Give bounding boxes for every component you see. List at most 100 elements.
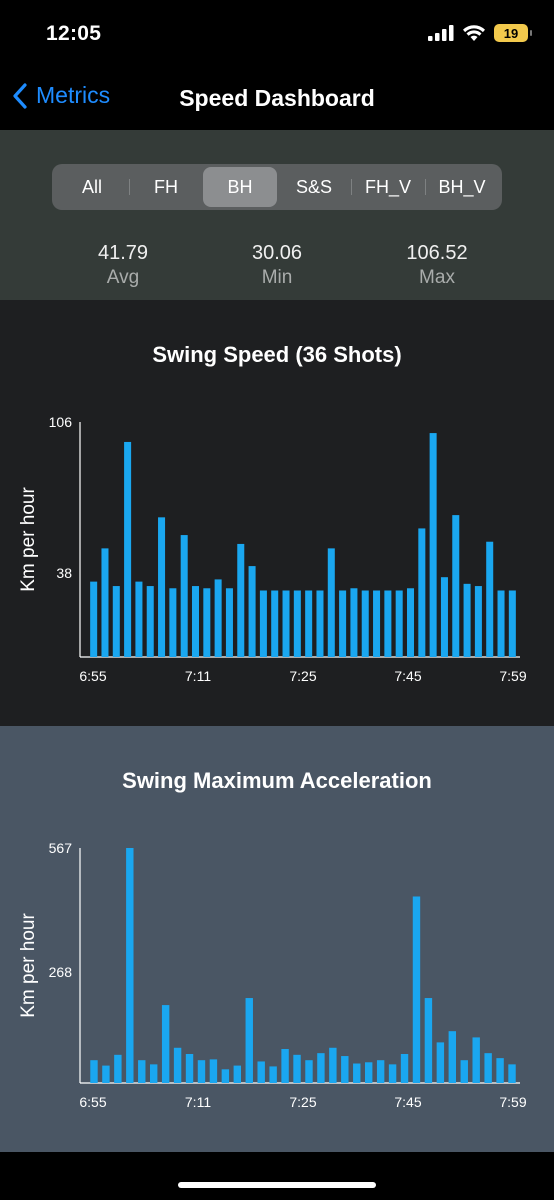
bar xyxy=(269,1066,277,1083)
status-bar: 12:05 19 xyxy=(0,0,554,70)
bar xyxy=(169,588,177,657)
filter-option-bh[interactable]: BH xyxy=(203,167,277,207)
bar xyxy=(259,590,267,657)
bar xyxy=(138,1060,146,1083)
x-tick-label: 7:59 xyxy=(499,668,526,684)
bar xyxy=(384,590,392,657)
bar xyxy=(90,1060,98,1083)
bar xyxy=(472,1037,480,1083)
bar xyxy=(460,1060,468,1083)
bar xyxy=(114,1054,122,1083)
bar xyxy=(448,1031,457,1083)
stat-avg: 41.79 Avg xyxy=(53,242,193,289)
stat-max: 106.52 Max xyxy=(367,242,507,289)
filter-option-fh[interactable]: FH xyxy=(129,167,203,207)
bar xyxy=(440,577,448,657)
filter-option-fh-v[interactable]: FH_V xyxy=(351,167,425,207)
bar xyxy=(373,590,381,657)
bar xyxy=(245,998,253,1083)
swing-acceleration-chart: Km per hour 567 268 6:55 7:11 7:25 7:45 7:59 xyxy=(18,840,527,1110)
bar xyxy=(146,586,154,657)
bar xyxy=(341,1056,349,1083)
bar xyxy=(124,441,132,657)
signal-icon xyxy=(428,25,454,41)
filter-option-bh-v[interactable]: BH_V xyxy=(425,167,499,207)
bar xyxy=(248,566,256,657)
stat-min: 30.06 Min xyxy=(207,242,347,289)
bar xyxy=(102,1065,110,1083)
bar xyxy=(101,548,109,657)
x-tick-label: 7:11 xyxy=(185,668,211,684)
bar xyxy=(180,535,188,657)
bar xyxy=(395,590,403,657)
bar xyxy=(293,590,301,657)
bar xyxy=(197,1060,206,1083)
bar xyxy=(316,590,324,657)
bar xyxy=(185,1053,194,1083)
stat-min-value: 30.06 xyxy=(251,242,303,264)
status-icons: 19 xyxy=(428,24,532,42)
bar xyxy=(158,517,166,657)
chart-title: Swing Speed (36 Shots) xyxy=(152,342,402,367)
bar xyxy=(305,590,313,657)
wifi-icon xyxy=(463,25,485,41)
bar xyxy=(388,1064,397,1083)
bar xyxy=(214,579,222,657)
bar xyxy=(281,1049,289,1083)
bar xyxy=(327,548,335,657)
battery-level: 19 xyxy=(503,25,519,41)
bar xyxy=(112,586,120,657)
bar xyxy=(474,586,482,657)
bar xyxy=(508,590,516,657)
bar xyxy=(429,433,437,657)
bar xyxy=(350,588,358,657)
bar xyxy=(353,1063,361,1083)
bar xyxy=(161,1005,170,1083)
stat-max-value: 106.52 xyxy=(406,242,468,264)
bar xyxy=(406,588,415,657)
battery-icon: 19 xyxy=(494,24,532,42)
stat-avg-value: 41.79 xyxy=(97,242,149,264)
bar xyxy=(496,1058,504,1083)
bar xyxy=(282,590,290,657)
bar xyxy=(126,848,134,1083)
bar xyxy=(233,1065,242,1083)
x-tick-label: 7:45 xyxy=(394,668,421,684)
bar xyxy=(203,588,211,657)
y-tick-label: 38 xyxy=(56,565,72,581)
bar xyxy=(339,590,347,657)
filter-option-all[interactable]: All xyxy=(81,176,102,197)
page-title: Speed Dashboard xyxy=(179,85,375,111)
stroke-filter-segmented-control: All FH BH S&S FH_V BH_V xyxy=(52,164,502,210)
bar xyxy=(173,1047,182,1083)
bar xyxy=(497,590,505,657)
bar xyxy=(486,541,494,657)
swing-speed-chart: Km per hour 106 38 6:55 7:11 7:25 7:45 7:59 xyxy=(18,414,527,684)
bar xyxy=(418,528,426,657)
x-tick-label: 6:55 xyxy=(79,668,106,684)
bar xyxy=(424,998,433,1083)
y-tick-label: 268 xyxy=(49,964,73,980)
x-tick-label: 7:25 xyxy=(289,1094,316,1110)
back-label: Metrics xyxy=(36,82,111,108)
bar xyxy=(436,1042,445,1083)
bar xyxy=(149,1064,158,1083)
summary-section: All FH BH S&S FH_V BH_V 41.79 Avg 30.06 Min 1… xyxy=(0,130,554,300)
status-time: 12:05 xyxy=(46,22,102,45)
bar xyxy=(209,1059,218,1083)
back-button[interactable]: Metrics xyxy=(12,82,110,109)
bar xyxy=(508,1064,516,1083)
bar xyxy=(90,581,98,657)
bar xyxy=(225,588,233,657)
home-indicator xyxy=(178,1182,376,1188)
bar xyxy=(364,1062,373,1083)
stat-min-label: Min xyxy=(261,267,293,288)
filter-option-s-s[interactable]: S&S xyxy=(295,176,333,197)
bar xyxy=(305,1060,313,1083)
swing-acceleration-panel: Swing Maximum Acceleration Km per hour 56… xyxy=(0,726,554,1152)
bar xyxy=(452,515,460,657)
chevron-left-icon xyxy=(13,82,27,109)
stat-avg-label: Avg xyxy=(106,267,140,288)
y-axis-label: Km per hour xyxy=(18,913,39,1018)
bar xyxy=(271,590,279,657)
